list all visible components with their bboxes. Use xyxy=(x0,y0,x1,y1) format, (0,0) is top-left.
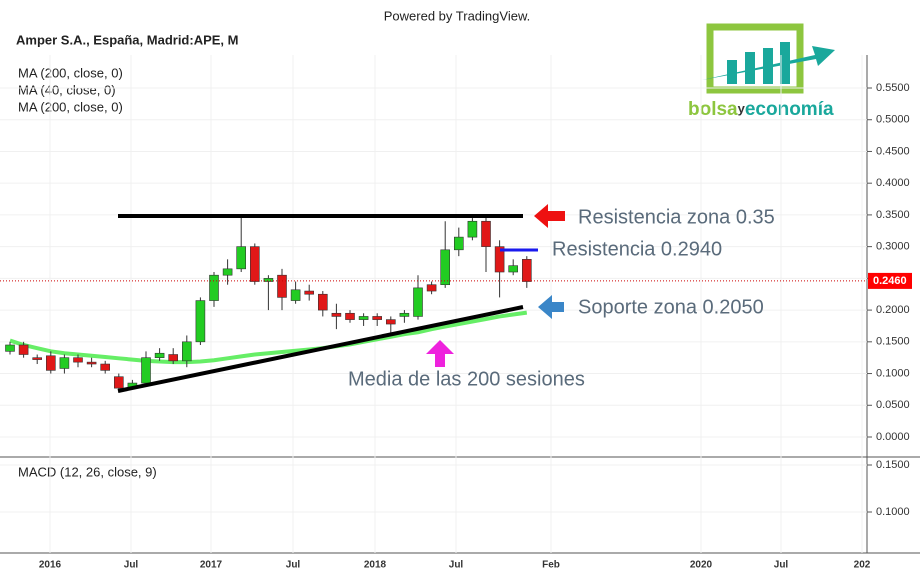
candle-body xyxy=(331,312,342,317)
candle-body xyxy=(453,236,464,251)
candle-body xyxy=(236,246,246,270)
y-tick-label: 0.1500 xyxy=(876,336,910,348)
y-tick-label: 0.0500 xyxy=(876,399,910,411)
x-tick-label: Jul xyxy=(774,560,789,571)
logo-bar xyxy=(727,60,737,84)
logo-text: bolsayeconomía xyxy=(688,99,834,120)
candle-body xyxy=(508,265,519,273)
macd-label: MACD (12, 26, close, 9) xyxy=(18,464,157,479)
candle-body xyxy=(5,344,15,352)
candle-body xyxy=(114,376,124,389)
candle-body xyxy=(195,300,206,343)
logo-left: bolsa xyxy=(688,99,738,120)
y-tick-label: 0.4000 xyxy=(876,177,910,189)
x-tick-label: Jul xyxy=(286,560,301,571)
candle-body xyxy=(399,312,410,317)
candle-body xyxy=(481,220,491,247)
candle-body xyxy=(372,316,383,320)
x-tick-label: 2016 xyxy=(39,560,62,571)
candle-body xyxy=(345,312,355,320)
arrow-red xyxy=(534,204,565,228)
candle-body xyxy=(86,361,97,365)
annotation: Media de las 200 sesiones xyxy=(348,368,585,390)
candle-body xyxy=(250,246,260,282)
candle-body xyxy=(182,341,192,362)
logo-arrow xyxy=(702,46,835,80)
candle-body xyxy=(45,355,56,371)
y-tick-label: 0.2000 xyxy=(876,304,910,316)
candle-body xyxy=(467,220,478,238)
powered-by: Powered by TradingView. xyxy=(384,8,530,23)
ma-line xyxy=(9,310,528,365)
candle-body xyxy=(59,357,70,369)
candle-body xyxy=(426,284,437,292)
legend-item: MA (200, close, 0) xyxy=(18,99,123,114)
candle-body xyxy=(100,363,110,371)
x-tick-label: 2018 xyxy=(364,560,387,571)
last-price-box xyxy=(868,272,912,289)
arrow-blue xyxy=(538,295,564,319)
candle-body xyxy=(263,278,274,282)
annotation: Resistencia zona 0.35 xyxy=(578,206,775,228)
symbol-title: Amper S.A., España, Madrid:APE, M xyxy=(16,32,239,47)
y-tick-label: 0.5500 xyxy=(876,82,910,94)
x-tick-label: 2020 xyxy=(690,560,713,571)
candle-body xyxy=(154,352,165,358)
candle-body xyxy=(73,357,83,363)
candle-body xyxy=(277,274,287,298)
y-tick-label: 0.1500 xyxy=(876,459,910,471)
x-tick-label: Jul xyxy=(449,560,464,571)
y-tick-label: 0.1000 xyxy=(876,506,910,518)
candle-body xyxy=(18,344,29,355)
x-tick-label: Jul xyxy=(124,560,139,571)
candle-body xyxy=(290,289,301,301)
arrow-magenta xyxy=(426,340,454,367)
legend-item: MA (200, close, 0) xyxy=(18,65,123,80)
annotation: Soporte zona 0.2050 xyxy=(578,296,764,318)
candle-body xyxy=(358,316,369,320)
candle-body xyxy=(440,249,451,286)
logo-middle: y xyxy=(738,101,746,116)
last-price-label: 0.2460 xyxy=(873,275,907,287)
y-tick-label: 0.1000 xyxy=(876,367,910,379)
support-line xyxy=(117,305,524,393)
marks: 2016 Jul 2017 Jul 2018 Jul Feb 2020 Jul 202 0.0000… xyxy=(0,55,912,571)
y-tick-label: 0.0000 xyxy=(876,431,910,443)
candle-body xyxy=(222,268,233,276)
candle-body xyxy=(413,287,423,317)
candle-body xyxy=(168,354,178,362)
candle-body xyxy=(209,274,219,301)
candle-body xyxy=(317,293,328,311)
candle-body xyxy=(385,319,396,325)
x-tick-label: Feb xyxy=(542,560,560,571)
annotation: Resistencia 0.2940 xyxy=(552,238,722,260)
logo-bar xyxy=(745,52,755,84)
x-tick-label: 202 xyxy=(854,560,871,571)
y-tick-label: 0.5000 xyxy=(876,114,910,126)
legend-item: MA (40, close, 0) xyxy=(18,82,116,97)
logo-right: economía xyxy=(745,99,834,120)
y-tick-label: 0.3000 xyxy=(876,241,910,253)
candle-body xyxy=(304,290,315,295)
candle-body xyxy=(141,357,151,384)
candle-body xyxy=(32,357,43,360)
candle-body xyxy=(494,246,505,273)
x-tick-label: 2017 xyxy=(200,560,223,571)
y-tick-label: 0.4500 xyxy=(876,145,910,157)
candle-body xyxy=(521,259,532,282)
y-tick-label: 0.3500 xyxy=(876,209,910,221)
